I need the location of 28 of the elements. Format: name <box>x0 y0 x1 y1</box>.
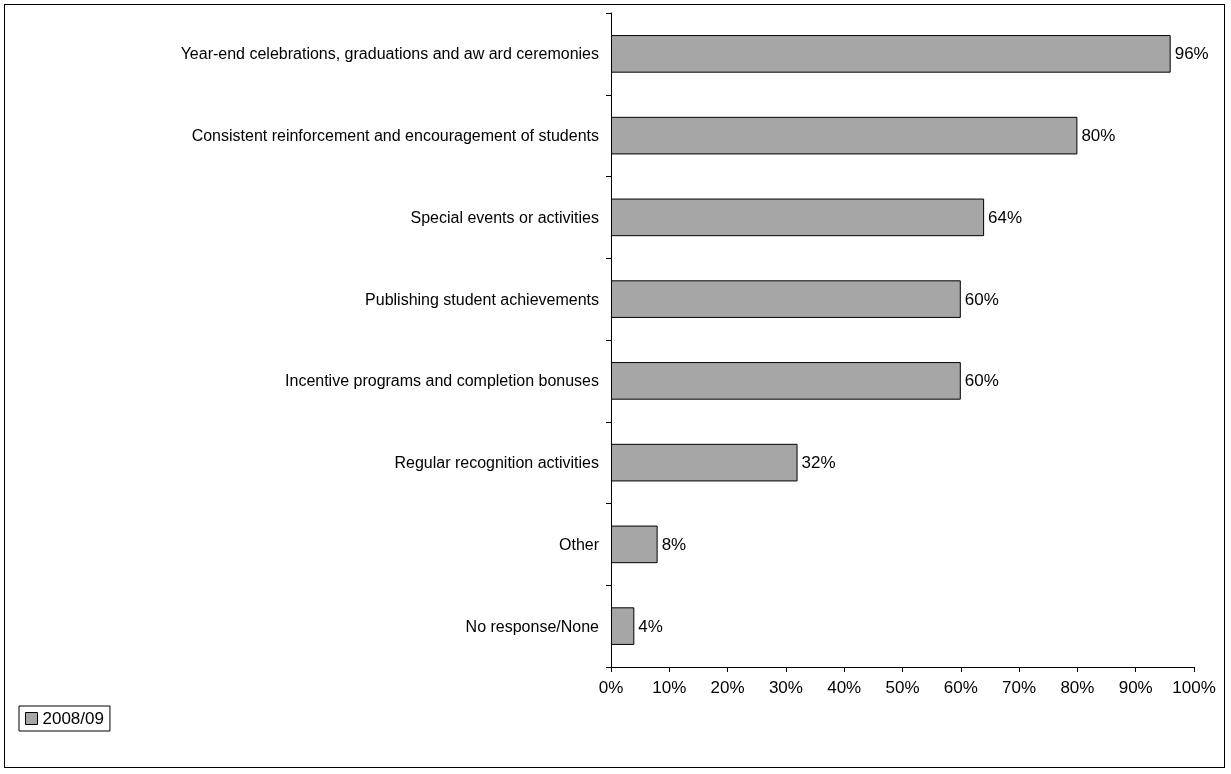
data-label: 32% <box>801 453 836 473</box>
x-tick-label: 30% <box>768 678 803 697</box>
x-tick-label: 40% <box>827 678 862 697</box>
y-tick-label: Incentive programs and completion bonuses <box>285 372 599 390</box>
x-tick-label: 0% <box>598 678 624 697</box>
x-tick-label: 20% <box>710 678 745 697</box>
legend-label: 2008/09 <box>42 709 104 728</box>
y-tick-label: Regular recognition activities <box>394 454 599 472</box>
y-tick-label: Consistent reinforcement and encouragement of students <box>191 127 599 145</box>
x-tick-label: 50% <box>885 678 920 697</box>
x-tick-label: 60% <box>943 678 978 697</box>
y-tick-label: No response/None <box>465 617 600 635</box>
data-label: 60% <box>964 289 999 309</box>
data-label: 4% <box>638 616 663 636</box>
data-label: 8% <box>661 534 687 554</box>
x-tick-label: 10% <box>652 678 687 697</box>
x-tick-label: 70% <box>1002 678 1037 697</box>
data-label: 60% <box>964 371 999 391</box>
data-label: 96% <box>1174 44 1209 64</box>
y-tick-label: Special events or activities <box>410 208 599 226</box>
x-tick-label: 80% <box>1060 678 1095 697</box>
data-label: 80% <box>1081 126 1116 146</box>
x-tick-label: 100% <box>1172 678 1216 697</box>
y-tick-label: Publishing student achievements <box>365 290 599 308</box>
y-tick-label: Other <box>558 535 600 553</box>
x-tick-label: 90% <box>1118 678 1153 697</box>
y-tick-label: Year-end celebrations, graduations and aw ard ceremonies <box>180 45 599 63</box>
data-label: 64% <box>988 207 1023 227</box>
